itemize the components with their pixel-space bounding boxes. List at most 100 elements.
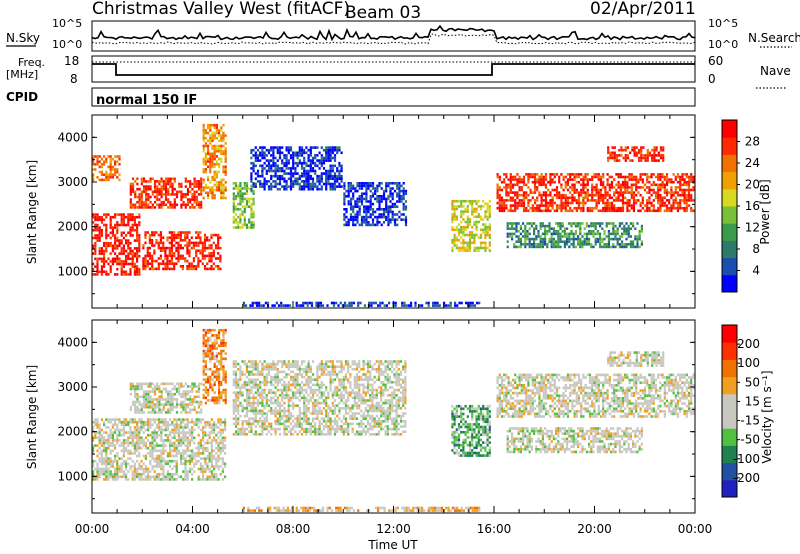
echo-cell (524, 224, 527, 228)
echo-cell (515, 230, 518, 233)
echo-cell (640, 156, 643, 160)
echo-cell (98, 475, 101, 479)
echo-cell (345, 195, 348, 198)
echo-cell (507, 193, 510, 197)
echo-cell (261, 174, 264, 178)
echo-cell (160, 187, 163, 191)
echo-cell (500, 204, 504, 207)
echo-cell (604, 206, 607, 210)
echo-cell (184, 390, 187, 393)
echo-cell (215, 136, 218, 140)
echo-cell (96, 228, 99, 232)
echo-cell (180, 185, 183, 188)
echo-cell (100, 157, 103, 161)
echo-cell (105, 452, 108, 455)
echo-cell (380, 195, 383, 198)
echo-cell (153, 436, 156, 440)
echo-cell (468, 218, 472, 221)
echo-cell (178, 403, 181, 406)
echo-cell (612, 227, 615, 230)
echo-cell (540, 201, 543, 205)
echo-cell (511, 175, 515, 179)
echo-cell (138, 221, 141, 224)
echo-cell (637, 156, 641, 160)
echo-cell (182, 193, 185, 196)
echo-cell (608, 183, 611, 187)
echo-cell (302, 301, 305, 305)
echo-cell (652, 173, 655, 176)
echo-cell (267, 169, 271, 173)
echo-cell (475, 225, 478, 229)
echo-cell (148, 252, 151, 255)
echo-cell (207, 191, 210, 195)
echo-cell (166, 426, 169, 429)
echo-cell (608, 175, 611, 179)
echo-cell (453, 228, 456, 232)
echo-cell (345, 215, 348, 219)
echo-cell (560, 196, 563, 200)
echo-cell (217, 418, 220, 421)
echo-cell (638, 235, 641, 238)
echo-cell (120, 457, 123, 460)
echo-cell (378, 215, 381, 219)
echo-cell (389, 221, 392, 224)
echo-cell (641, 196, 644, 200)
echo-cell (98, 178, 101, 182)
echo-cell (616, 237, 619, 241)
echo-cell (597, 173, 600, 176)
echo-cell (164, 254, 167, 258)
echo-cell (213, 149, 216, 153)
echo-cell (186, 259, 189, 263)
echo-cell (204, 441, 207, 445)
echo-cell (209, 136, 212, 140)
echo-cell (169, 206, 172, 209)
echo-cell (116, 257, 119, 261)
echo-cell (542, 180, 545, 184)
echo-cell (182, 431, 185, 434)
echo-cell (687, 180, 691, 184)
echo-cell (204, 160, 207, 163)
echo-cell (127, 218, 130, 222)
echo-cell (224, 157, 227, 161)
echo-cell (387, 223, 390, 227)
echo-cell (237, 189, 240, 193)
echo-cell (94, 420, 97, 424)
echo-cell (473, 249, 476, 252)
echo-cell (217, 449, 220, 453)
echo-cell (118, 244, 121, 248)
echo-cell (131, 478, 134, 481)
echo-cell (538, 193, 541, 197)
echo-cell (116, 221, 119, 224)
echo-cell (155, 462, 158, 466)
echo-cell (140, 423, 143, 427)
echo-cell (218, 181, 221, 184)
echo-cell (329, 169, 332, 173)
echo-cell (668, 180, 671, 184)
echo-cell (604, 209, 607, 213)
echo-cell (542, 204, 545, 207)
echo-cell (546, 243, 549, 246)
echo-cell (204, 136, 207, 140)
colorbar-tick-label: 20 (745, 178, 760, 192)
echo-cell (632, 222, 635, 225)
echo-cell (98, 270, 101, 274)
echo-cell (659, 188, 662, 192)
echo-cell (131, 254, 134, 258)
echo-cell (466, 223, 469, 226)
echo-cell (184, 475, 187, 479)
echo-cell (218, 188, 221, 192)
echo-cell (202, 157, 205, 161)
echo-cell (133, 433, 136, 437)
echo-cell (186, 252, 189, 255)
echo-cell (586, 209, 589, 213)
echo-cell (136, 431, 139, 434)
y-tick-label: 2000 (57, 220, 88, 234)
echo-cell (98, 252, 101, 255)
echo-cell (134, 385, 137, 388)
echo-cell (186, 470, 189, 473)
echo-cell (107, 176, 110, 179)
echo-cell (613, 186, 616, 189)
echo-cell (122, 475, 125, 479)
echo-cell (542, 193, 545, 197)
echo-cell (382, 210, 386, 214)
